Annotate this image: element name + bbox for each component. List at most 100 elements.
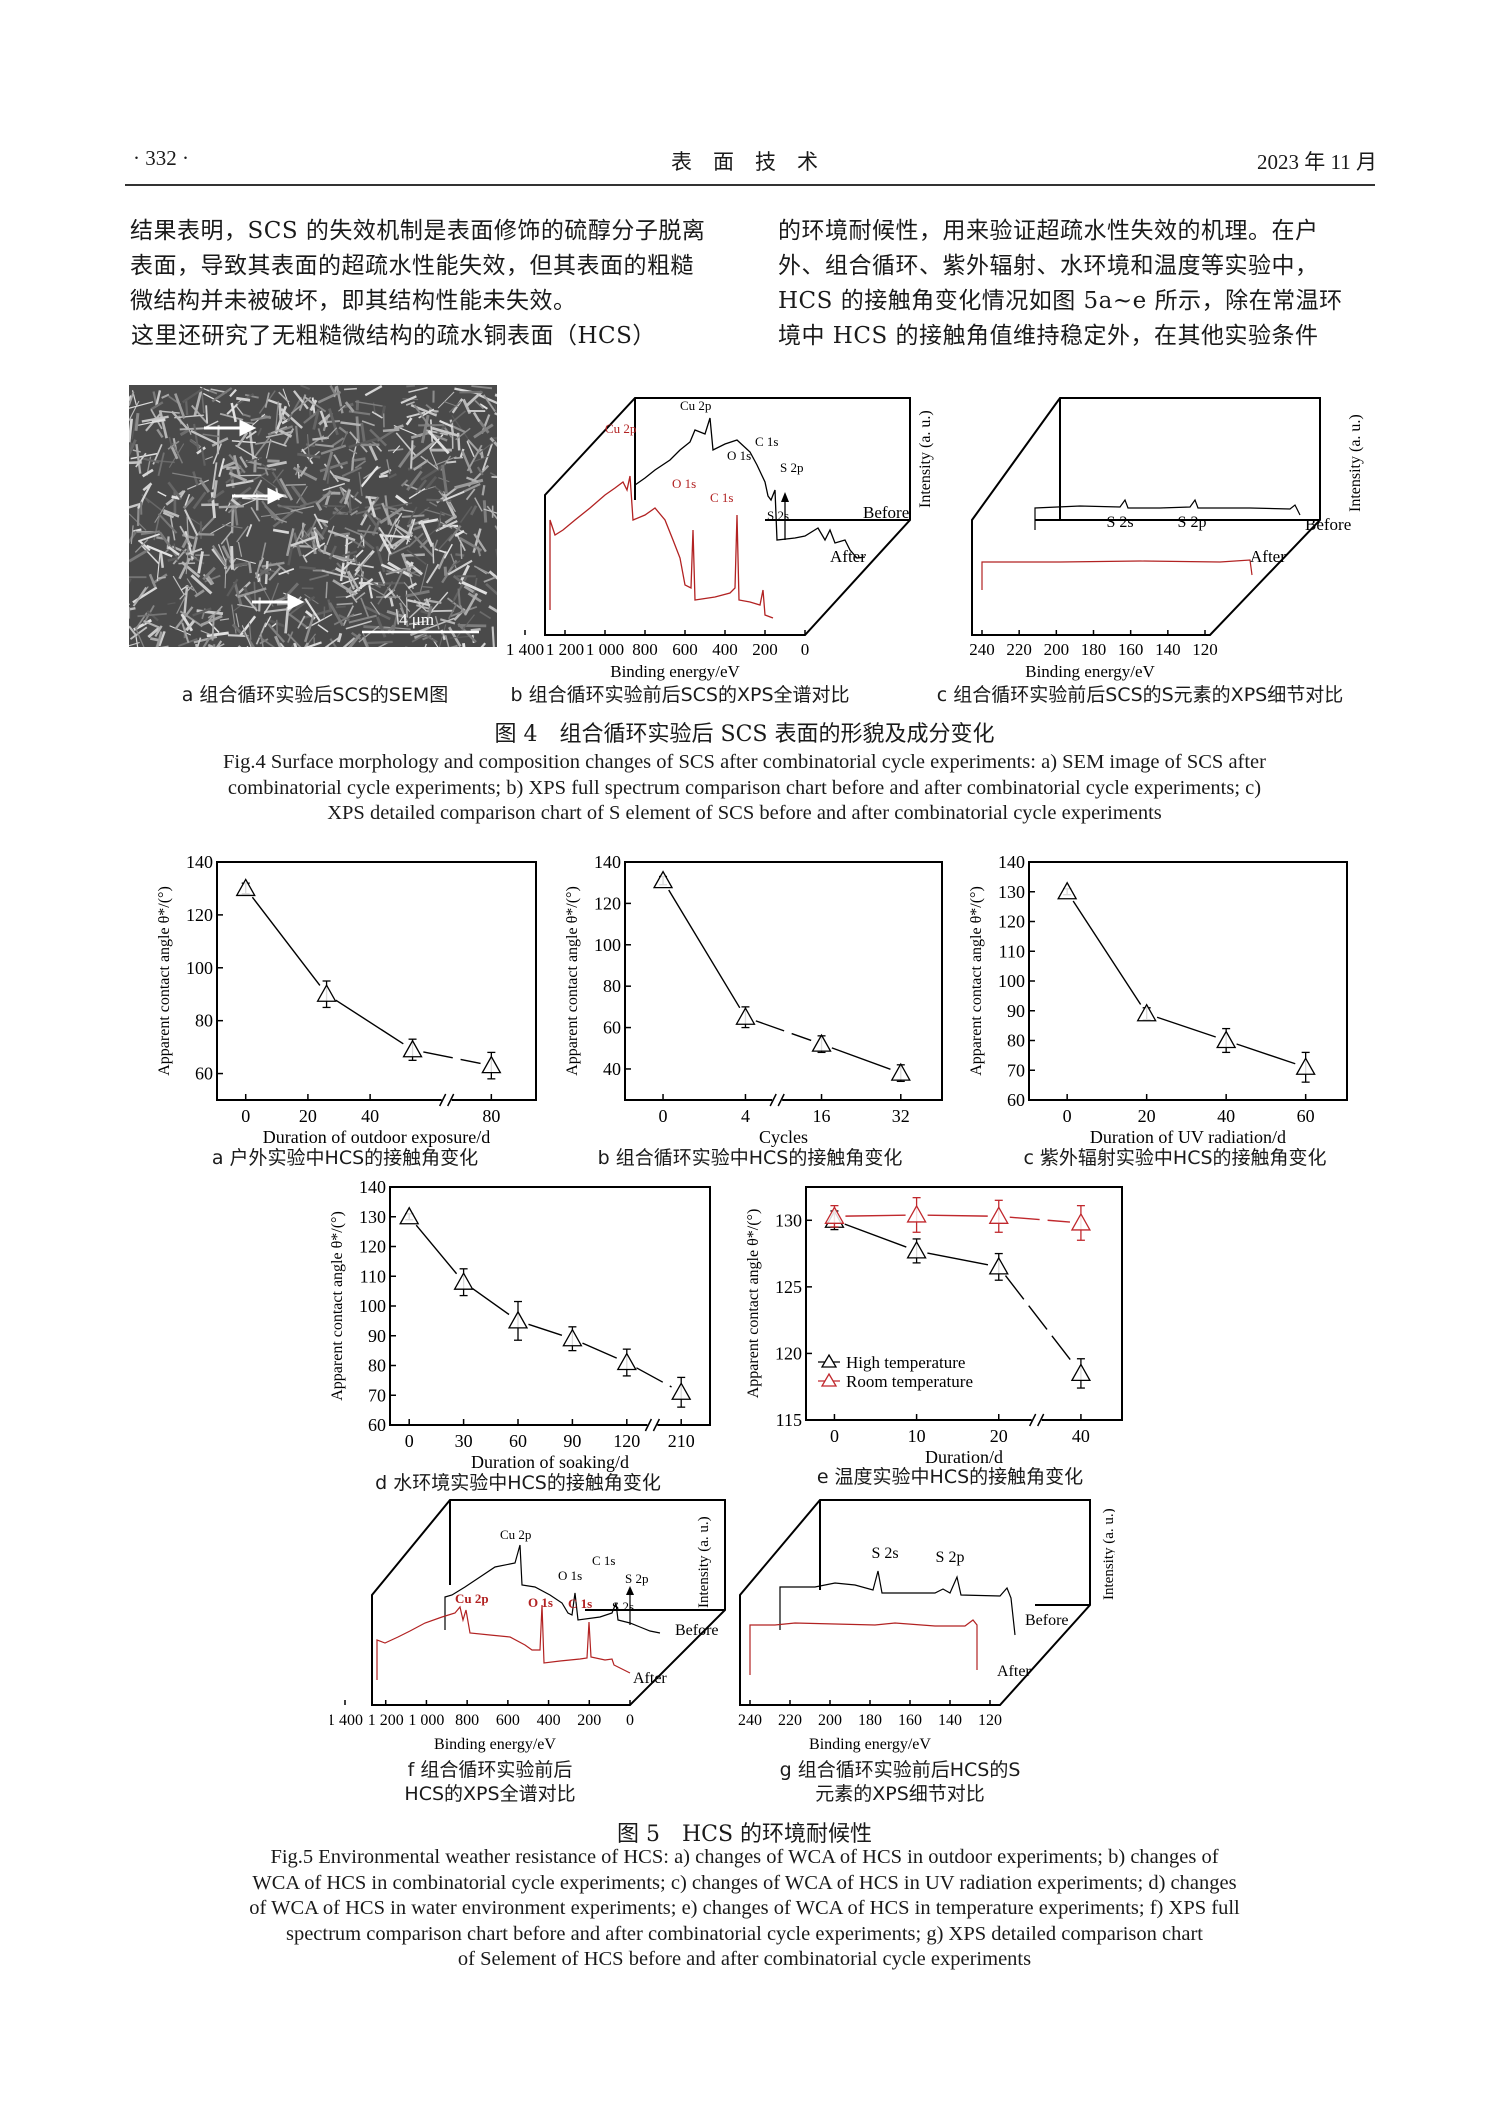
fig5c-caption: c 紫外辐射实验中HCS的接触角变化 [1023,1147,1327,1169]
sem-flake [350,574,356,592]
fig5a-caption: a 户外实验中HCS的接触角变化 [211,1147,479,1169]
sem-flake [387,561,412,578]
sem-flake [235,444,260,460]
data-point-triangle [988,1256,1009,1275]
arrow-icon [232,487,285,505]
sem-flake [211,462,218,490]
sem-flake [129,626,148,640]
x-axis-label: Binding energy/eV [434,1736,556,1753]
sem-flake [226,578,239,597]
after-spectrum [549,475,774,619]
sem-flake [236,396,251,402]
sem-flake [406,517,430,528]
sem-flake [329,385,337,395]
sem-flake [465,488,476,501]
sem-flake [224,558,227,589]
sem-flake [428,617,455,629]
after-spectrum [376,1604,631,1680]
y-axis-label: Intensity (a. u.) [1101,1508,1115,1600]
sem-flake [349,431,368,453]
sem-flake [233,581,243,607]
sem-flake [134,539,149,553]
sem-flake [156,552,161,581]
sem-flake [448,500,456,513]
data-point-triangle [616,1352,637,1371]
sem-flake [141,415,169,423]
y-tick-label: 100 [594,935,621,955]
sem-flake [202,636,211,647]
sem-flake [320,444,347,455]
sem-flake [349,538,365,549]
sem-flake [140,544,160,565]
sem-flake [272,528,290,534]
sem-flake [224,558,237,575]
axis-break-mark [652,1418,661,1432]
series-segment [831,1047,891,1070]
sem-flake [132,586,147,607]
sem-flake [333,613,355,626]
sem-flake [405,589,430,598]
sem-flake [466,440,475,458]
sem-flake [143,457,160,464]
sem-flake [314,500,323,511]
sem-flake [198,478,211,493]
sem-flake [252,472,267,482]
sem-flake [343,489,352,505]
sem-flake [429,419,434,442]
sem-flake [212,480,218,499]
sem-flake [157,513,178,534]
sem-flake [157,490,167,497]
x-tick-label: 160 [1118,640,1144,659]
x-axis-label: Duration of soaking/d [471,1452,629,1472]
x-tick-label: 180 [858,1712,882,1729]
y-tick-label: 110 [999,941,1025,961]
sem-flake [192,491,207,510]
fig5g-xps-s-detail: S 2s S 2p Before After Intensity (a. u.)… [738,1499,1115,1753]
sem-flake [342,605,355,626]
sem-flake [454,529,465,537]
fig5b-caption: b 组合循环实验中HCS的接触角变化 [597,1147,903,1169]
data-point-triangle [1216,1030,1237,1049]
x-tick-labels: 1 400 1 200 1 000 800 600 400 200 0 [506,630,809,659]
y-tick-label: 140 [186,852,213,872]
sem-flake [378,571,386,584]
sem-flake [393,424,404,431]
sem-flake [193,423,200,451]
sem-flake [473,455,490,462]
sem-flake [182,496,195,510]
sem-flake [279,477,294,501]
before-spectrum [444,1544,661,1634]
sem-flake [348,633,362,647]
sem-flake [401,514,425,518]
sem-flake [458,623,487,628]
body-line: HCS 的接触角变化情况如图 5a~e 所示，除在常温环 [778,288,1343,314]
x-tick-label: 600 [672,640,698,659]
sem-flake [135,636,139,647]
data-point-triangle [1295,1056,1316,1075]
peak-label: Cu 2p [680,398,711,413]
sem-flake [345,620,372,630]
before-label: Before [1025,1612,1069,1629]
sem-flake [239,456,248,468]
sem-flake [450,553,457,569]
sem-flake [163,509,180,518]
sem-flake [363,605,391,621]
x-axis-label: Binding energy/eV [610,662,740,681]
sem-flake [390,519,400,542]
sem-flake [400,479,409,487]
sem-flake [287,633,302,647]
sem-flake [167,557,177,562]
x-tick-label: 20 [1138,1106,1156,1126]
plot-frame [1028,861,1348,1101]
sem-flake [473,423,494,439]
peak-label: O 1s [727,448,751,463]
sem-flake [172,472,202,480]
x-tick-label: 0 [801,640,810,659]
data-point-triangle [890,1062,911,1081]
sem-flake [142,482,153,492]
sem-flake [248,622,252,640]
sem-flake [437,510,442,528]
sem-flake [297,452,321,459]
sem-flake [482,500,488,523]
sem-flake [325,581,328,599]
